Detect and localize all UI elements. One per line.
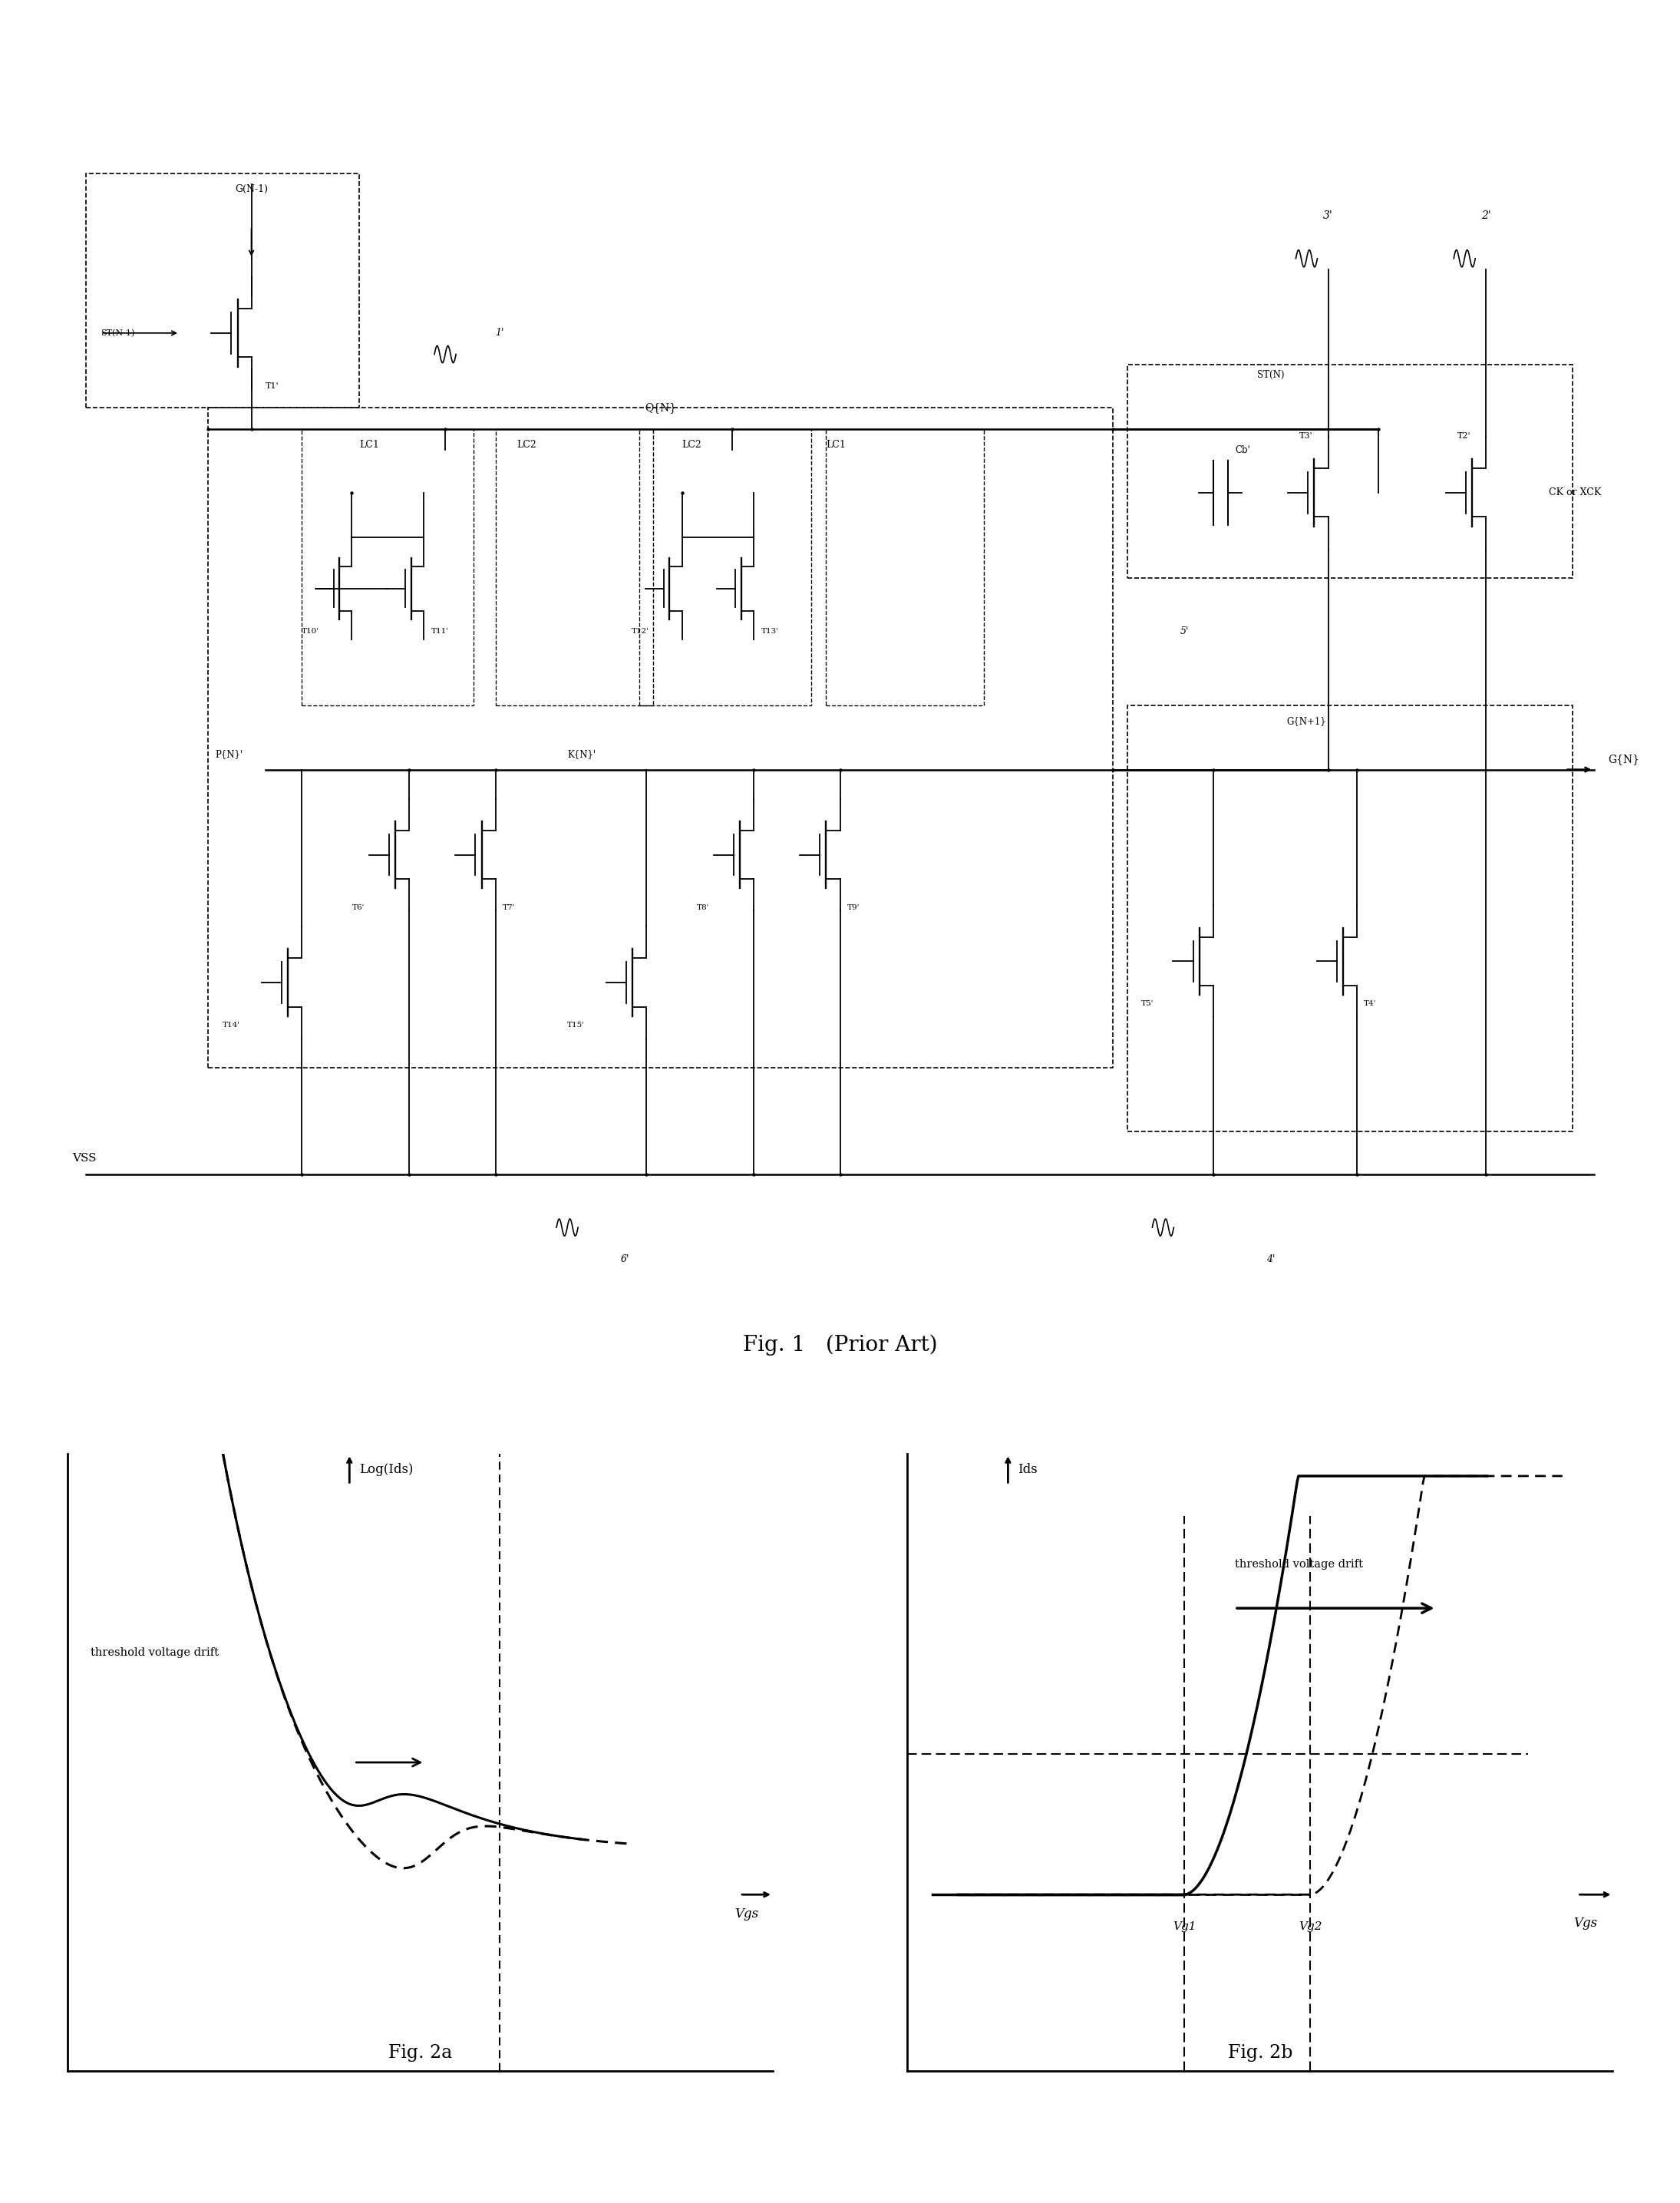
Text: Fig. 2a: Fig. 2a [388,2044,452,2062]
Text: G{N}: G{N} [1608,753,1640,764]
Text: T15': T15' [568,1022,585,1029]
Text: T8': T8' [697,905,709,912]
Text: Cb': Cb' [1235,445,1250,456]
Text: T5': T5' [1141,1000,1154,1007]
Text: VSS: VSS [72,1152,96,1163]
Text: Ids: Ids [1018,1463,1038,1476]
Text: T12': T12' [632,628,650,634]
Text: G(N-1): G(N-1) [235,185,267,194]
Text: K{N}': K{N}' [568,749,596,758]
Text: T1': T1' [265,383,279,390]
Text: 2': 2' [1482,211,1490,220]
Text: T14': T14' [223,1022,240,1029]
Text: threshold voltage drift: threshold voltage drift [91,1648,218,1657]
Text: Fig. 1   (Prior Art): Fig. 1 (Prior Art) [743,1335,937,1355]
Text: LC2: LC2 [682,441,702,449]
Text: 4': 4' [1267,1254,1275,1265]
Text: T11': T11' [430,628,449,634]
Text: Vg1: Vg1 [1173,1921,1196,1932]
Text: T6': T6' [351,905,365,912]
Text: T2': T2' [1457,432,1472,441]
Text: T9': T9' [847,905,860,912]
Text: CK or XCK: CK or XCK [1549,487,1601,498]
Text: Vg2: Vg2 [1299,1921,1322,1932]
Text: T13': T13' [761,628,780,634]
Text: ST(N): ST(N) [1257,370,1284,381]
Text: LC1: LC1 [360,441,380,449]
Text: 1': 1' [496,328,504,337]
Text: threshold voltage drift: threshold voltage drift [1235,1560,1362,1569]
Text: 3': 3' [1324,211,1332,220]
Text: 5': 5' [1179,626,1189,637]
Text: T10': T10' [302,628,319,634]
Text: Vgs: Vgs [734,1908,759,1921]
Text: T3': T3' [1299,432,1314,441]
Text: ST(N-1): ST(N-1) [101,328,134,337]
Text: T7': T7' [502,905,516,912]
Text: Fig. 2b: Fig. 2b [1228,2044,1292,2062]
Text: Q{N}: Q{N} [645,403,677,412]
Text: LC2: LC2 [517,441,536,449]
Text: Log(Ids): Log(Ids) [360,1463,413,1476]
Text: T4': T4' [1364,1000,1376,1007]
Text: Vgs: Vgs [1574,1917,1598,1930]
Text: G{N+1}: G{N+1} [1287,716,1327,727]
Text: P{N}': P{N}' [215,749,244,758]
Text: LC1: LC1 [825,441,845,449]
Text: 6': 6' [620,1254,628,1265]
